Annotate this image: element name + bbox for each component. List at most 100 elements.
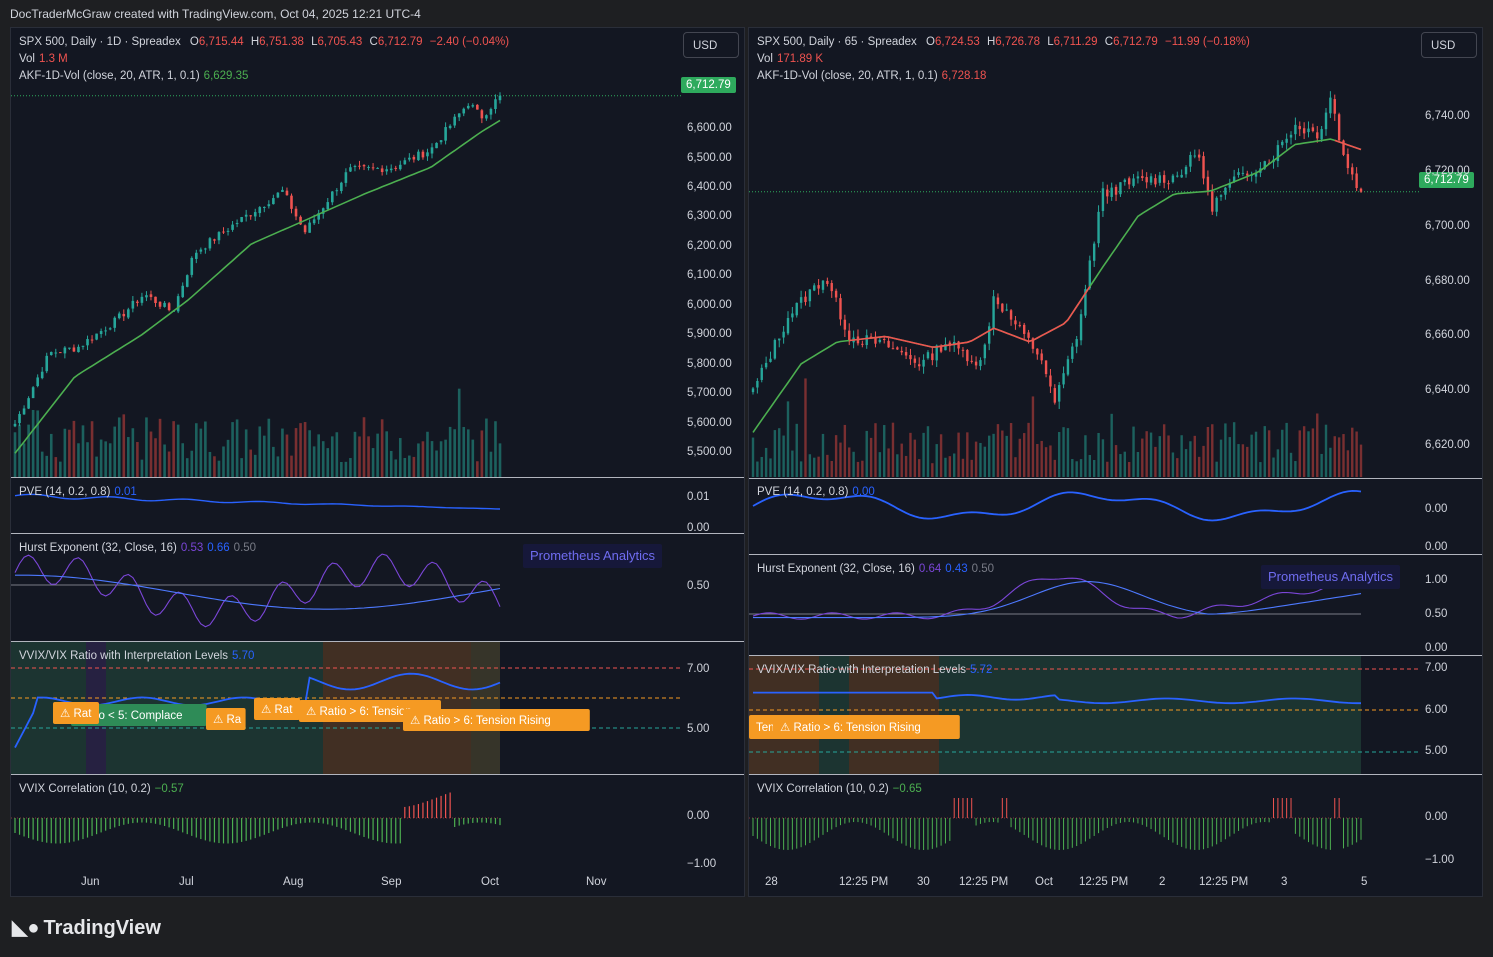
correlation-bar: [892, 818, 894, 839]
volume-bar: [935, 444, 938, 477]
correlation-bar: [458, 818, 460, 826]
time-axis-label: 3: [1281, 876, 1288, 888]
candle-body: [213, 239, 216, 241]
candle-body: [204, 248, 207, 250]
pane-separator[interactable]: [11, 641, 744, 642]
chart-pane-65min[interactable]: Tensi ⚠ Ratio > 6: Tension Rising SPX 500…: [748, 27, 1483, 897]
symbol-title[interactable]: SPX 500, Daily · 65 · Spreadex: [757, 36, 917, 48]
volume-bars: [13, 388, 502, 477]
tradingview-logo-text: TradingView: [43, 917, 161, 939]
currency-button[interactable]: USD: [683, 32, 739, 58]
akf-label[interactable]: AKF-1D-Vol (close, 20, ATR, 1, 0.1): [757, 70, 938, 82]
correlation-bar: [1238, 818, 1240, 831]
candle-body: [476, 104, 479, 110]
pane-separator[interactable]: [11, 533, 744, 534]
candle-body: [217, 232, 221, 241]
volume-bar: [249, 449, 253, 477]
volume-bar: [158, 418, 162, 477]
candle-body: [909, 355, 912, 360]
pane-separator[interactable]: [11, 774, 744, 775]
correlation-bar: [331, 818, 333, 826]
pane-separator[interactable]: [749, 655, 1482, 656]
symbol-title[interactable]: SPX 500, Daily · 1D · Spreadex: [19, 36, 181, 48]
volume-legend: Vol 171.89 K: [757, 53, 823, 65]
pane-separator[interactable]: [11, 477, 744, 478]
volume-bar: [380, 419, 384, 477]
correlation-value: −0.57: [154, 783, 184, 795]
ohlc-change: −2.40 (−0.04%): [429, 36, 510, 48]
vvix-signal-tag: ⚠ Ratio > 6: Tension Rising: [773, 715, 960, 739]
volume-bar: [926, 426, 930, 477]
candle-body: [1110, 187, 1113, 197]
volume-bar: [773, 430, 777, 477]
correlation-label[interactable]: VVIX Correlation (10, 0.2): [757, 783, 889, 795]
volume-bar: [312, 446, 316, 477]
correlation-bar: [395, 818, 397, 844]
volume-bar: [918, 459, 921, 477]
vvix-label[interactable]: VVIX/VIX Ratio with Interpretation Level…: [19, 650, 229, 662]
vvix-label[interactable]: VVIX/VIX Ratio with Interpretation Level…: [757, 664, 967, 676]
volume-bar: [830, 460, 833, 477]
correlation-bar: [417, 804, 420, 818]
pve-label[interactable]: PVE (14, 0.2, 0.8): [757, 486, 849, 498]
hurst-label[interactable]: Hurst Exponent (32, Close, 16): [19, 542, 177, 554]
candle-body: [408, 157, 411, 160]
pane-separator[interactable]: [749, 554, 1482, 555]
vvix-legend: VVIX/VIX Ratio with Interpretation Level…: [757, 664, 992, 676]
chart-pane-daily[interactable]: Ratio < 5: Complace ⚠ Rat ⚠ Ra ⚠ Rat ⚠ Ratio…: [10, 27, 745, 897]
volume-label[interactable]: Vol: [757, 53, 773, 65]
volume-bar: [362, 417, 366, 477]
candle-body: [782, 331, 785, 338]
pane-separator[interactable]: [749, 774, 1482, 775]
volume-bar: [335, 432, 339, 477]
volume-bar: [430, 441, 434, 477]
candle-body: [448, 125, 452, 129]
pane-separator[interactable]: [749, 478, 1482, 479]
correlation-bar: [114, 818, 116, 828]
correlation-bar: [191, 818, 193, 836]
volume-bar: [1272, 457, 1275, 477]
correlation-bar: [132, 818, 134, 824]
chart-canvas-daily[interactable]: Ratio < 5: Complace⚠ Rat ⚠ Ra⚠ Rat ⚠ Ratio…: [11, 28, 745, 897]
correlation-bar: [1259, 818, 1261, 823]
candle-body: [944, 344, 947, 351]
candle-body: [190, 257, 194, 275]
volume-bar: [276, 456, 280, 477]
candle-body: [922, 359, 925, 367]
hurst-label[interactable]: Hurst Exponent (32, Close, 16): [757, 563, 915, 575]
correlation-bar: [404, 806, 406, 818]
akf-label[interactable]: AKF-1D-Vol (close, 20, ATR, 1, 0.1): [19, 70, 200, 82]
candle-body: [996, 297, 1000, 305]
volume-bar: [1320, 453, 1323, 477]
correlation-bar: [1203, 818, 1205, 850]
candle-body: [1228, 182, 1231, 188]
candle-body: [1346, 154, 1350, 169]
candle-body: [480, 110, 484, 119]
currency-button[interactable]: USD: [1421, 32, 1477, 58]
correlation-bar: [109, 818, 111, 829]
volume-bar: [235, 419, 239, 477]
correlation-bar: [1224, 818, 1226, 840]
volume-bar: [1346, 450, 1350, 477]
candle-body: [1044, 360, 1048, 375]
hurst-axis-label: 0.00: [1425, 642, 1448, 654]
candle-body: [49, 351, 53, 356]
volume-bar: [344, 461, 348, 477]
correlation-bar: [50, 818, 52, 844]
candle-body: [1219, 195, 1223, 197]
correlation-bar: [18, 818, 21, 835]
candle-body: [1132, 178, 1135, 186]
candle-body: [140, 296, 144, 303]
volume-bar: [498, 443, 502, 477]
volume-bar: [1092, 459, 1096, 477]
candle-body: [371, 167, 375, 169]
correlation-bar: [1010, 818, 1012, 828]
candle-body: [86, 339, 89, 346]
correlation-label[interactable]: VVIX Correlation (10, 0.2): [19, 783, 151, 795]
volume-bar: [821, 433, 825, 477]
pve-label[interactable]: PVE (14, 0.2, 0.8): [19, 486, 111, 498]
correlation-legend: VVIX Correlation (10, 0.2) −0.57: [19, 783, 184, 795]
chart-canvas-65min[interactable]: Tensi⚠ Ratio > 6: Tension Rising: [749, 28, 1483, 897]
volume-label[interactable]: Vol: [19, 53, 35, 65]
correlation-bar: [286, 818, 288, 827]
